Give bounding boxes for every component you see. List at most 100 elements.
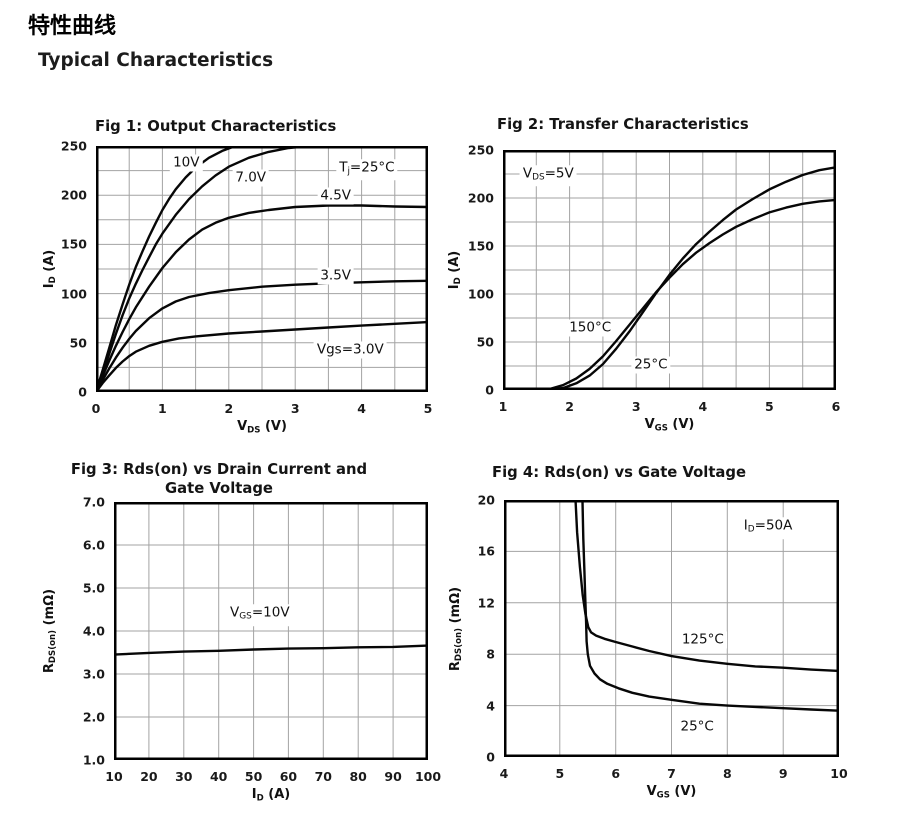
- y-tick-label: 1.0: [82, 752, 105, 768]
- x-tick-label: 6: [611, 766, 621, 781]
- y-tick-label: 2.0: [82, 709, 105, 725]
- fig4-rdson-vs-gate-voltage-canvas: [504, 500, 839, 757]
- curve-vgs-3v: [96, 320, 428, 392]
- y-tick-label: 100: [467, 286, 494, 302]
- y-tick-label: 8: [486, 646, 495, 662]
- curve-label-150c: 150°C: [566, 319, 615, 337]
- x-tick-label: 2: [224, 401, 234, 416]
- y-axis-label: RDS(on) (mΩ): [447, 586, 465, 671]
- y-tick-label: 16: [477, 543, 495, 559]
- section-title: Typical Characteristics: [38, 50, 274, 71]
- curve-label-vgs-10v: 10V: [170, 154, 203, 172]
- fig1-title: Fig 1: Output Characteristics: [95, 118, 337, 135]
- x-tick-label: 80: [349, 769, 367, 784]
- fig3-title-line1: Fig 3: Rds(on) vs Drain Current and: [70, 461, 368, 478]
- curve-label-25c: 25°C: [631, 356, 671, 374]
- x-tick-label: 4: [698, 399, 708, 414]
- annotation-vgs-condition: VGS=10V: [227, 604, 293, 626]
- curve-label-vgs-3p5v: 3.5V: [317, 267, 355, 285]
- annotation-vds-condition: VDS=5V: [519, 165, 577, 187]
- curve-label-125c: 125°C: [678, 631, 727, 649]
- fig1-plot: 0 1 2 3 4 5 0 50 100 150 200 250 VDS (V) ID (A) Tj=25°…: [42, 139, 433, 436]
- plot-border: [504, 500, 839, 757]
- y-tick-label: 12: [477, 595, 495, 611]
- curve-label-vgs-7v: 7.0V: [232, 169, 270, 186]
- y-tick-label: 150: [467, 238, 494, 254]
- y-tick-label: 200: [60, 187, 87, 203]
- fig3-title-line2: Gate Voltage: [165, 480, 273, 497]
- curve-25c: [581, 500, 839, 712]
- y-tick-label: 250: [467, 142, 494, 158]
- x-tick-label: 10: [105, 769, 123, 784]
- curve-150c: [503, 198, 836, 390]
- y-tick-label: 4: [486, 698, 495, 714]
- annotation-id-condition: ID=50A: [740, 517, 796, 540]
- y-tick-label: 4.0: [82, 623, 105, 639]
- curve-vgs-4p5v: [96, 204, 428, 392]
- x-tick-label: 50: [244, 769, 263, 784]
- fig4-title: Fig 4: Rds(on) vs Gate Voltage: [492, 464, 747, 481]
- x-tick-label: 3: [631, 399, 641, 414]
- plot-border: [114, 502, 428, 760]
- y-tick-label: 3.0: [82, 666, 105, 682]
- curve-vgs-7v: [96, 146, 316, 392]
- x-tick-label: 4: [499, 766, 509, 781]
- x-tick-label: 30: [175, 769, 193, 784]
- y-tick-label: 150: [60, 236, 87, 252]
- fig2-transfer-characteristics-canvas: [503, 150, 836, 390]
- y-tick-label: 50: [69, 335, 87, 351]
- x-tick-label: 20: [140, 769, 158, 784]
- y-tick-label: 200: [467, 190, 494, 206]
- y-axis-label: ID (A): [446, 250, 464, 290]
- curve-125c: [574, 500, 839, 673]
- x-tick-label: 0: [91, 401, 101, 416]
- x-tick-label: 40: [209, 769, 228, 784]
- x-tick-label: 5: [423, 401, 433, 416]
- fig3-plot: 10 20 30 40 50 60 70 80 90 100 1.0 2.0 3.0 4.0 5.0 6.0 7…: [42, 495, 441, 804]
- x-tick-label: 6: [831, 399, 841, 414]
- x-tick-label: 4: [357, 401, 366, 416]
- gridlines: [503, 150, 836, 390]
- y-tick-label: 5.0: [82, 580, 105, 596]
- x-tick-label: 100: [414, 769, 442, 784]
- fig4-plot: 4 5 6 7 8 9 10 0 4 8 12 16 20 VGS (V) RDS(on) (mΩ) ID=5…: [448, 493, 848, 801]
- y-tick-label: 50: [476, 334, 494, 350]
- plot-border: [96, 146, 428, 392]
- curve-vgs-10v: [96, 146, 239, 392]
- x-tick-label: 3: [290, 401, 300, 416]
- y-tick-label: 7.0: [82, 494, 105, 510]
- x-tick-label: 5: [555, 766, 565, 781]
- y-tick-label: 0: [486, 749, 495, 765]
- curve-25c: [503, 166, 836, 390]
- gridlines: [504, 500, 839, 757]
- y-axis-label: ID (A): [41, 249, 59, 289]
- y-tick-label: 100: [60, 286, 87, 302]
- y-axis-label: RDS(on) (mΩ): [41, 588, 59, 674]
- gridlines: [114, 502, 428, 760]
- x-tick-label: 1: [158, 401, 167, 416]
- x-axis-label: VGS (V): [644, 417, 695, 434]
- y-tick-label: 0: [78, 384, 87, 400]
- x-tick-label: 10: [830, 766, 848, 781]
- annotation-tj-condition: Tj=25°C: [336, 158, 398, 181]
- plot-border: [503, 150, 836, 390]
- y-tick-label: 6.0: [82, 537, 105, 553]
- x-tick-label: 2: [565, 399, 574, 414]
- y-tick-label: 20: [477, 492, 495, 508]
- curve-label-vgs-4p5v: 4.5V: [317, 187, 355, 205]
- curve-vgs-10v: [114, 644, 428, 656]
- x-tick-label: 60: [279, 769, 298, 784]
- fig3-rdson-vs-drain-current-canvas: [114, 502, 428, 760]
- curve-label-25c: 25°C: [677, 718, 717, 736]
- page-title-chinese: 特性曲线: [28, 14, 117, 39]
- y-tick-label: 0: [485, 382, 494, 398]
- x-axis-label: VDS (V): [237, 419, 287, 436]
- x-tick-label: 1: [498, 399, 508, 414]
- fig3-title: Fig 3: Rds(on) vs Drain Current and Gate…: [70, 460, 368, 498]
- x-axis-label: ID (A): [251, 787, 291, 804]
- x-axis-label: VGS (V): [646, 784, 697, 801]
- x-tick-label: 9: [778, 766, 788, 781]
- fig2-plot: 1 2 3 4 5 6 0 50 100 150 200 250 VGS (V) ID (A) VDS=5V…: [447, 143, 841, 434]
- x-tick-label: 5: [765, 399, 774, 414]
